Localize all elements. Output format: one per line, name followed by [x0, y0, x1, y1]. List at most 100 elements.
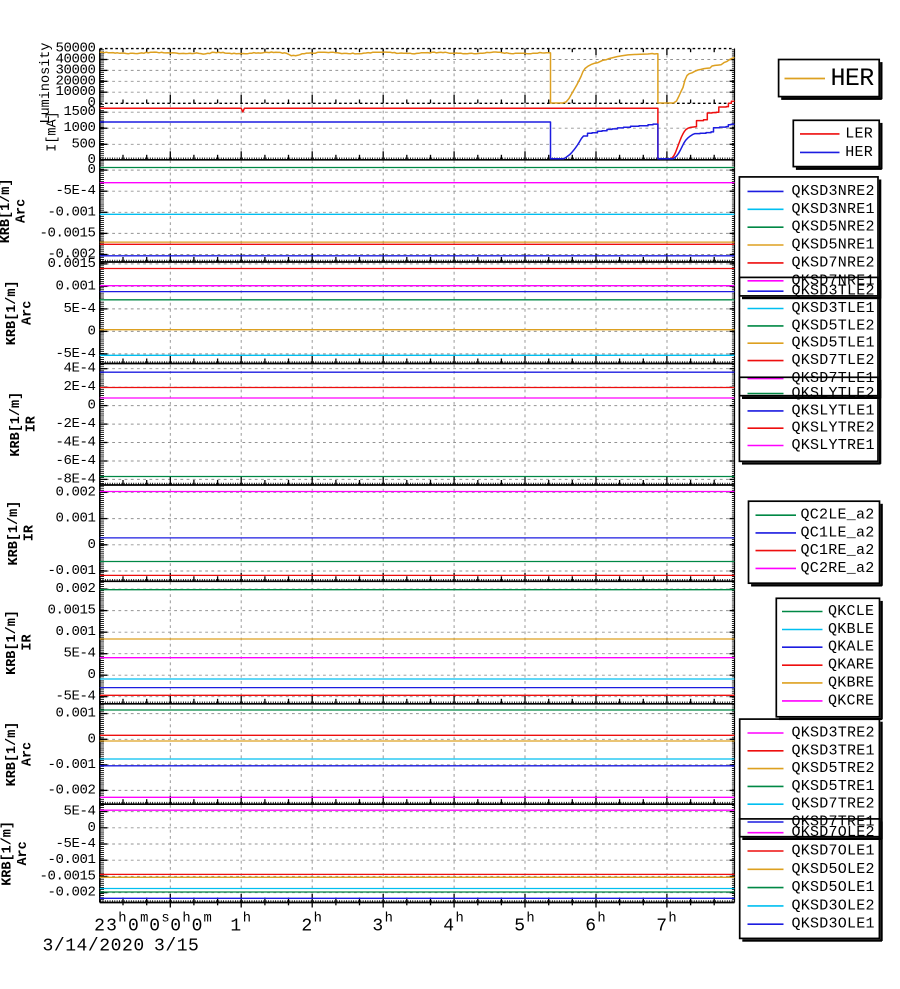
svg-text:QKSD7TLE2: QKSD7TLE2: [792, 352, 875, 369]
svg-text:-8E-4: -8E-4: [55, 471, 95, 487]
svg-text:IR: IR: [21, 634, 36, 651]
svg-text:5E-4: 5E-4: [63, 804, 95, 820]
svg-text:QC1LE_a2: QC1LE_a2: [801, 524, 875, 541]
svg-text:QC2LE_a2: QC2LE_a2: [801, 507, 875, 524]
svg-text:-4E-4: -4E-4: [55, 435, 95, 451]
svg-text:KRB[1/m]: KRB[1/m]: [9, 392, 24, 457]
svg-text:QKSD5TRE2: QKSD5TRE2: [792, 760, 875, 777]
svg-text:20000: 20000: [55, 73, 95, 89]
svg-text:1500: 1500: [63, 104, 95, 120]
svg-text:0: 0: [87, 152, 95, 168]
svg-text:LER: LER: [845, 125, 873, 142]
svg-text:40000: 40000: [55, 52, 95, 68]
svg-text:QKARE: QKARE: [828, 657, 874, 674]
svg-text:QKSD7OLE1: QKSD7OLE1: [792, 843, 875, 860]
svg-text:0.002: 0.002: [55, 484, 95, 500]
svg-text:QKSD5TLE1: QKSD5TLE1: [792, 335, 875, 352]
svg-text:h: h: [182, 911, 191, 927]
svg-text:KRB[1/m]: KRB[1/m]: [7, 501, 22, 566]
svg-text:-0.001: -0.001: [47, 204, 95, 220]
svg-text:-5E-4: -5E-4: [55, 183, 95, 199]
svg-text:QKSLYTLE1: QKSLYTLE1: [792, 402, 875, 419]
svg-text:QKSLYTRE1: QKSLYTRE1: [792, 437, 875, 454]
svg-text:-0.001: -0.001: [47, 852, 95, 868]
svg-text:0: 0: [87, 398, 95, 414]
svg-text:0.0015: 0.0015: [47, 256, 95, 272]
svg-text:QKSD3TLE2: QKSD3TLE2: [792, 283, 875, 300]
svg-text:QKSD5OLE1: QKSD5OLE1: [792, 879, 875, 896]
svg-text:s: s: [161, 912, 170, 927]
svg-text:QKSD3NRE1: QKSD3NRE1: [792, 201, 875, 218]
svg-text:-2E-4: -2E-4: [55, 416, 95, 432]
svg-text:KRB[1/m]: KRB[1/m]: [0, 178, 14, 243]
svg-text:23: 23: [94, 917, 118, 937]
svg-text:5E-4: 5E-4: [63, 301, 95, 317]
svg-text:5: 5: [514, 917, 526, 937]
svg-text:-0.001: -0.001: [47, 563, 95, 579]
svg-text:0: 0: [87, 323, 95, 339]
svg-text:1: 1: [230, 917, 242, 937]
svg-text:QKSD3OLE2: QKSD3OLE2: [792, 897, 875, 914]
svg-text:KRB[1/m]: KRB[1/m]: [5, 722, 20, 787]
svg-text:6: 6: [585, 917, 597, 937]
svg-text:QKSD3OLE1: QKSD3OLE1: [792, 916, 875, 933]
svg-text:QKCLE: QKCLE: [828, 603, 874, 620]
svg-text:0: 0: [128, 917, 140, 937]
svg-text:QKSD7TRE1: QKSD7TRE1: [792, 814, 875, 831]
svg-text:4E-4: 4E-4: [63, 361, 95, 377]
svg-text:QKSLYTLE2: QKSLYTLE2: [792, 385, 875, 402]
svg-text:-0.0015: -0.0015: [39, 868, 95, 884]
svg-text:I[mA]: I[mA]: [46, 111, 61, 152]
svg-text:QKSD5OLE2: QKSD5OLE2: [792, 861, 875, 878]
svg-text:1000: 1000: [63, 120, 95, 136]
svg-text:QKSD3TRE1: QKSD3TRE1: [792, 742, 875, 759]
svg-text:h: h: [243, 911, 252, 927]
svg-text:3/14/2020: 3/14/2020: [43, 937, 145, 957]
svg-text:7: 7: [656, 917, 668, 937]
svg-text:0.001: 0.001: [55, 706, 95, 722]
svg-text:h: h: [456, 911, 465, 927]
svg-text:0.0015: 0.0015: [47, 603, 95, 619]
svg-text:QKSD3TRE2: QKSD3TRE2: [792, 725, 875, 742]
svg-text:-0.002: -0.002: [47, 247, 95, 263]
svg-text:10000: 10000: [55, 84, 95, 100]
svg-text:-5E-4: -5E-4: [55, 689, 95, 705]
svg-text:500: 500: [71, 136, 95, 152]
svg-text:QKSD5TRE1: QKSD5TRE1: [792, 778, 875, 795]
svg-text:2: 2: [301, 917, 313, 937]
svg-text:0.001: 0.001: [55, 624, 95, 640]
svg-text:QKSD5NRE1: QKSD5NRE1: [792, 237, 875, 254]
svg-text:IR: IR: [23, 524, 38, 541]
svg-text:Luminosity: Luminosity: [39, 42, 54, 123]
svg-text:-5E-4: -5E-4: [55, 836, 95, 852]
svg-text:30000: 30000: [55, 62, 95, 78]
svg-text:QC2RE_a2: QC2RE_a2: [801, 560, 875, 577]
svg-text:h: h: [526, 911, 535, 927]
svg-text:QKSD7NRE2: QKSD7NRE2: [792, 254, 875, 271]
svg-text:QKSD3NRE2: QKSD3NRE2: [792, 183, 875, 200]
svg-text:KRB[1/m]: KRB[1/m]: [5, 280, 20, 345]
svg-text:QKSD7TLE1: QKSD7TLE1: [792, 370, 875, 387]
svg-text:0: 0: [192, 917, 204, 937]
svg-text:-6E-4: -6E-4: [55, 453, 95, 469]
svg-text:0: 0: [87, 95, 95, 111]
svg-text:h: h: [118, 911, 127, 927]
svg-text:0: 0: [87, 162, 95, 178]
svg-text:QKSD5NRE2: QKSD5NRE2: [792, 219, 875, 236]
svg-text:Arc: Arc: [21, 301, 36, 325]
svg-text:-0.002: -0.002: [47, 782, 95, 798]
svg-text:HER: HER: [831, 64, 875, 93]
svg-text:0: 0: [149, 917, 161, 937]
svg-text:QKBLE: QKBLE: [828, 621, 874, 638]
svg-text:QKSLYTRE2: QKSLYTRE2: [792, 420, 875, 437]
svg-text:QKSD3TLE1: QKSD3TLE1: [792, 300, 875, 317]
svg-text:-0.0015: -0.0015: [39, 225, 95, 241]
svg-text:QKBRE: QKBRE: [828, 674, 874, 691]
svg-text:0.002: 0.002: [55, 581, 95, 597]
svg-text:HER: HER: [845, 144, 873, 161]
svg-text:0: 0: [87, 667, 95, 683]
svg-text:4: 4: [443, 917, 455, 937]
svg-text:0.001: 0.001: [55, 511, 95, 527]
svg-text:Arc: Arc: [15, 199, 30, 223]
svg-text:Arc: Arc: [16, 841, 31, 865]
